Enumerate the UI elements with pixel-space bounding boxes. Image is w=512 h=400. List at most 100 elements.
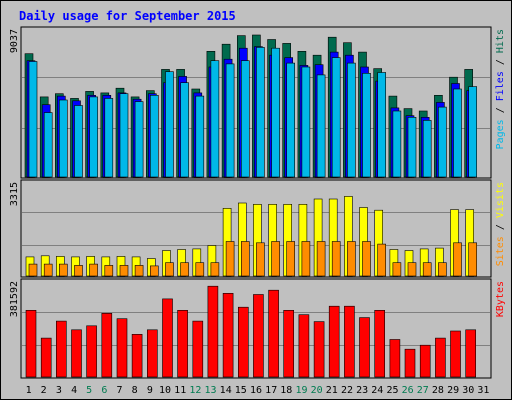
bar-pages-day-18 [286,62,296,178]
bar-sites-day-3 [58,263,68,277]
bar-sites-day-18 [286,241,296,277]
bar-kbytes-day-24 [374,309,386,378]
bar-kbytes-day-7 [116,318,128,378]
bar-kbytes-day-4 [71,329,82,378]
bar-kbytes-day-10 [162,298,173,378]
bar-kbytes-day-26 [404,348,416,378]
bar-kbytes-day-27 [419,344,431,378]
bar-sites-day-11 [180,262,189,277]
bar-sites-day-21 [331,241,341,277]
bar-kbytes-day-17 [268,289,279,378]
bar-pages-day-7 [119,93,129,178]
bar-kbytes-day-30 [465,329,477,378]
bar-kbytes-day-5 [86,325,97,378]
bar-sites-day-2 [43,263,53,277]
legend-separator: / [495,53,506,71]
x-tick-label-day-27: 27 [417,385,429,396]
bar-sites-day-19 [301,241,311,277]
x-tick-label-day-6: 6 [101,385,107,396]
bar-pages-day-14 [225,63,235,178]
legend-sites: Sites [495,236,506,266]
bar-kbytes-day-8 [131,333,143,378]
bar-pages-day-12 [195,95,205,178]
bar-pages-day-21 [331,57,341,178]
panel-max-label: 9037 [9,29,20,53]
x-tick-label-day-14: 14 [220,385,232,396]
x-tick-label-day-11: 11 [174,385,186,396]
bar-kbytes-day-2 [40,337,52,378]
x-tick-label-day-10: 10 [159,385,171,396]
bar-pages-day-2 [43,112,53,178]
bar-pages-day-10 [165,71,174,178]
series-kbytes [25,285,477,378]
bar-sites-day-6 [104,265,114,277]
legend-pages: Pages [495,119,506,149]
x-axis-day-labels: 1 2 3 4 5 6 7 8 9 10 11 12 13 14 15 16 17 18 19 20 21 22 23 24 2… [26,385,490,396]
bar-kbytes-day-3 [55,320,67,378]
legend-files: Files [495,71,506,101]
bar-kbytes-day-22 [344,305,355,378]
x-tick-label-day-18: 18 [280,385,292,396]
legend-hits: Hits [495,29,506,53]
bar-pages-day-9 [150,95,159,178]
bar-kbytes-day-1 [25,309,37,378]
bar-sites-day-29 [453,242,462,277]
bar-sites-day-27 [422,262,432,277]
bar-pages-day-3 [58,99,68,178]
x-tick-label-day-5: 5 [86,385,92,396]
bar-sites-day-16 [256,242,265,277]
bar-pages-day-1 [28,61,38,178]
bar-pages-day-4 [74,105,83,178]
x-tick-label-day-20: 20 [311,385,323,396]
bar-kbytes-day-9 [147,329,158,378]
panel-series-label: Pages / Files / Hits [495,29,506,149]
series-sites [28,241,478,277]
x-tick-label-day-19: 19 [295,385,307,396]
bar-sites-day-14 [225,241,235,277]
x-tick-label-day-28: 28 [432,385,444,396]
x-tick-label-day-2: 2 [41,385,47,396]
x-tick-label-day-15: 15 [235,385,247,396]
x-tick-label-day-13: 13 [204,385,216,396]
x-tick-label-day-4: 4 [71,385,77,396]
bar-pages-day-23 [362,73,371,178]
bar-sites-day-23 [362,241,371,277]
x-tick-label-day-8: 8 [132,385,138,396]
bar-sites-day-4 [74,265,83,277]
x-tick-label-day-26: 26 [402,385,414,396]
bar-sites-day-8 [134,265,144,277]
bar-pages-day-17 [271,47,280,178]
x-tick-label-day-25: 25 [386,385,398,396]
bar-sites-day-30 [468,242,478,277]
x-tick-label-day-3: 3 [56,385,62,396]
legend-separator: / [495,101,506,119]
x-tick-label-day-17: 17 [265,385,277,396]
bar-sites-day-10 [165,262,174,277]
bar-sites-day-22 [347,241,356,277]
bar-pages-day-26 [407,117,417,178]
bar-sites-day-28 [438,262,447,277]
bar-pages-day-16 [256,47,265,178]
bar-sites-day-5 [89,263,98,277]
x-tick-label-day-22: 22 [341,385,353,396]
bar-kbytes-day-23 [359,317,370,378]
bar-sites-day-12 [195,262,205,277]
panel-kbytes: 381592 KBytes [9,278,506,379]
bar-pages-day-24 [377,72,387,178]
panel-series-label: KBytes [495,281,506,317]
chart-panels: 9037 Pages / Files / Hits 3315 Sites / Visi… [9,26,506,379]
x-tick-label-day-9: 9 [147,385,153,396]
legend-separator: / [495,218,506,236]
bar-sites-day-9 [150,265,159,277]
bar-sites-day-20 [316,241,326,277]
legend-kbytes: KBytes [495,281,506,317]
legend-visits: Visits [495,182,506,218]
bar-pages-day-15 [241,60,250,178]
bar-sites-day-26 [407,262,417,277]
bar-pages-day-27 [422,120,432,178]
bar-kbytes-day-19 [298,314,310,378]
bar-pages-day-13 [210,60,220,178]
panel-series-label: Sites / Visits [495,182,506,266]
x-tick-label-day-30: 30 [462,385,474,396]
bar-sites-day-15 [241,241,250,277]
